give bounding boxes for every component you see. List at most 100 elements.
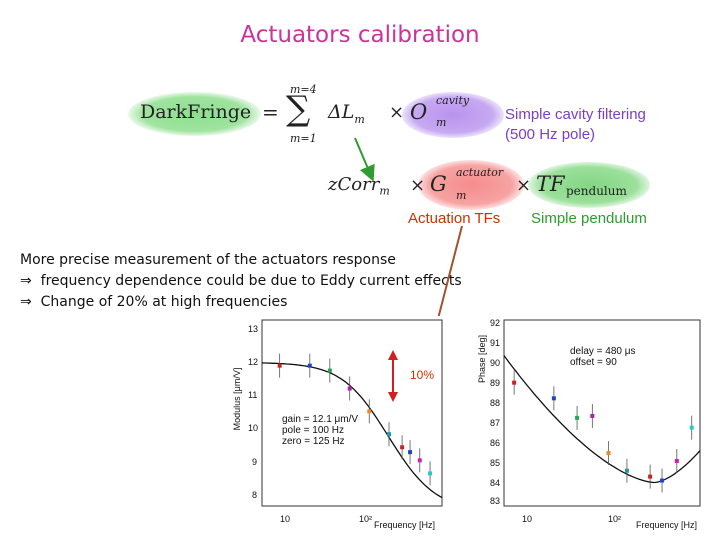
modulus-point xyxy=(307,353,312,378)
modulus-marker xyxy=(327,368,332,373)
modulus-marker xyxy=(307,363,312,368)
phase-x-label: Frequency [Hz] xyxy=(636,520,698,530)
zcorr-subscript: m xyxy=(379,184,390,198)
actuator-superscript: actuator xyxy=(456,166,504,179)
phase-ytick-90: 90 xyxy=(490,358,501,368)
equals-sign: = xyxy=(262,100,279,124)
modulus-marker xyxy=(417,458,422,463)
phase-marker xyxy=(512,380,517,385)
phase-point xyxy=(606,441,611,466)
phase-plot-area xyxy=(503,319,701,507)
modulus-point xyxy=(400,435,405,460)
modulus-marker xyxy=(408,450,413,455)
modulus-marker xyxy=(387,432,392,437)
phase-ytick-88: 88 xyxy=(490,398,501,408)
sum-lower-limit: m=1 xyxy=(290,132,317,145)
actuator-subscript: m xyxy=(456,189,467,202)
times-sign-2: × xyxy=(410,175,426,196)
phase-marker xyxy=(648,474,653,479)
phase-ytick-86: 86 xyxy=(490,438,501,448)
phase-xtick-100: 10² xyxy=(608,514,622,524)
modulus-xtick-10: 10 xyxy=(280,514,291,524)
phase-ytick-85: 85 xyxy=(490,458,501,468)
bullet-line-3-text: Change of 20% at high frequencies xyxy=(40,294,288,310)
cavity-term: O xyxy=(410,100,427,124)
phase-data-points xyxy=(512,370,694,493)
modulus-point xyxy=(367,399,372,424)
phase-ytick-83: 83 xyxy=(490,496,501,506)
phase-frame xyxy=(503,319,701,507)
phase-marker xyxy=(689,425,694,430)
modulus-ten-percent-label: 10% xyxy=(410,368,435,382)
cavity-note-line2: (500 Hz pole) xyxy=(505,126,596,143)
phase-point xyxy=(674,448,679,473)
modulus-fit-parameters: gain = 12.1 μm/V pole = 100 Hz zero = 12… xyxy=(282,414,359,447)
modulus-ytick-9: 9 xyxy=(252,457,258,467)
modulus-ytick-10: 10 xyxy=(248,423,259,433)
pendulum-highlight xyxy=(528,162,650,208)
slide-title: Actuators calibration xyxy=(240,22,480,48)
phase-point xyxy=(624,458,629,483)
modulus-point xyxy=(347,376,352,401)
phase-marker xyxy=(660,478,665,483)
modulus-point xyxy=(277,353,282,378)
o-symbol: O xyxy=(410,100,428,124)
phase-marker xyxy=(551,396,556,401)
modulus-marker xyxy=(277,363,282,368)
ten-percent-arrow-up xyxy=(388,350,398,360)
modulus-point xyxy=(408,440,413,465)
cavity-superscript: cavity xyxy=(436,94,470,107)
delta-l-term: ΔLm xyxy=(328,101,365,126)
pendulum-note: Simple pendulum xyxy=(531,210,647,227)
phase-xtick-10: 10 xyxy=(522,514,533,524)
phase-ytick-84: 84 xyxy=(490,478,501,488)
cavity-highlight xyxy=(402,92,504,138)
phase-marker xyxy=(624,468,629,473)
cavity-note-line1: Simple cavity filtering xyxy=(505,106,646,123)
green-arrow xyxy=(354,137,375,182)
phase-point xyxy=(689,415,694,440)
darkfringe-highlight xyxy=(128,92,261,136)
sum-symbol: ∑ xyxy=(286,89,311,129)
phase-ytick-91: 91 xyxy=(490,338,501,348)
g-symbol: G xyxy=(430,172,447,196)
phase-fit-parameters: delay = 480 μs offset = 90 xyxy=(570,346,636,368)
phase-ytick-87: 87 xyxy=(490,418,501,428)
phase-point xyxy=(551,386,556,411)
modulus-point xyxy=(428,461,433,486)
modulus-plot-area xyxy=(261,319,443,507)
modulus-plot: Modulus [μm/V] Frequency [Hz] 10 10² 13 … xyxy=(228,316,450,532)
sum-upper-limit: m=4 xyxy=(290,83,317,96)
modulus-fit-curve xyxy=(261,362,443,499)
tf-symbol: TF xyxy=(536,172,565,196)
bullet-line-3: ⇒ Change of 20% at high frequencies xyxy=(20,292,462,313)
times-sign-1: × xyxy=(389,102,405,123)
delta-l-symbol: ΔL xyxy=(328,101,355,123)
phase-marker xyxy=(674,458,679,463)
modulus-point xyxy=(417,448,422,473)
modulus-ytick-13: 13 xyxy=(248,324,259,334)
phase-marker xyxy=(590,413,595,418)
bullet-list: More precise measurement of the actuator… xyxy=(20,250,462,313)
phase-marker xyxy=(606,451,611,456)
actuation-note: Actuation TFs xyxy=(408,210,501,227)
implies-icon: ⇒ xyxy=(20,294,32,310)
modulus-point xyxy=(327,358,332,383)
modulus-marker xyxy=(347,386,352,391)
phase-point xyxy=(660,468,665,493)
modulus-point xyxy=(387,422,392,447)
bullet-line-2: ⇒ frequency dependence could be due to E… xyxy=(20,271,462,292)
phase-ytick-92: 92 xyxy=(490,318,501,328)
delta-l-subscript: m xyxy=(354,112,365,126)
modulus-marker xyxy=(400,445,405,450)
modulus-x-label: Frequency [Hz] xyxy=(374,520,436,530)
bullet-line-2-text: frequency dependence could be due to Edd… xyxy=(40,273,462,289)
phase-point xyxy=(512,370,517,395)
actuator-highlight xyxy=(418,160,524,210)
implies-icon: ⇒ xyxy=(20,273,32,289)
phase-fit-curve xyxy=(503,355,701,484)
phase-ytick-89: 89 xyxy=(490,378,501,388)
phase-plot: Phase [deg] Frequency [Hz] 10 10² 92 91 … xyxy=(470,316,710,532)
darkfringe-term: DarkFringe xyxy=(140,101,252,123)
modulus-ytick-12: 12 xyxy=(248,357,259,367)
